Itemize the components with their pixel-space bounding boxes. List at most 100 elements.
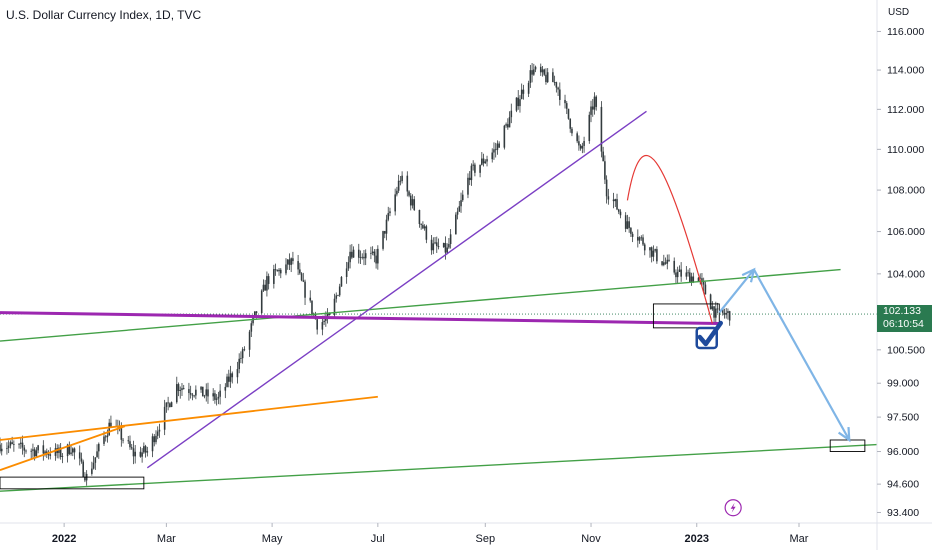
candle-body — [351, 251, 353, 258]
candle-body — [687, 272, 689, 274]
candle-body — [565, 103, 568, 109]
candle-body — [576, 133, 578, 142]
candle-body — [711, 306, 714, 310]
candle-body — [290, 258, 292, 265]
candle-body — [569, 118, 572, 129]
checkmark-icon — [695, 326, 718, 350]
candle-body — [337, 295, 339, 297]
candle-body — [182, 388, 185, 390]
candle-body — [153, 436, 156, 443]
candle-body — [241, 349, 244, 359]
candle-body — [203, 395, 206, 397]
candle-body — [297, 261, 299, 270]
candle-body — [493, 149, 495, 153]
candle-body — [304, 281, 306, 298]
candle-body — [325, 318, 327, 321]
candle-body — [106, 435, 109, 438]
x-tick-label: Nov — [581, 533, 601, 545]
candle-body — [120, 427, 123, 440]
candle-body — [262, 284, 265, 291]
candle-body — [383, 231, 386, 234]
candle-body — [215, 398, 218, 400]
candle-body — [302, 280, 305, 282]
candle-body — [181, 388, 183, 391]
candle-body — [468, 177, 471, 181]
y-tick-label: 96.000 — [887, 446, 919, 458]
candle-body — [481, 158, 483, 165]
candle-body — [449, 234, 452, 245]
candle-body — [19, 442, 22, 444]
candle-body — [399, 180, 402, 182]
candle-body — [357, 249, 360, 258]
drawings-layer[interactable] — [0, 110, 878, 517]
candle-body — [690, 276, 693, 283]
candle-body — [122, 439, 124, 441]
candle-body — [195, 389, 197, 396]
candle-body — [71, 448, 74, 453]
candle-body — [661, 261, 663, 266]
candle-body — [151, 436, 154, 452]
candle-body — [555, 82, 558, 88]
candle-body — [448, 244, 450, 248]
candle-body — [721, 308, 724, 313]
candle-body — [656, 249, 658, 262]
candle-body — [716, 308, 719, 310]
candle-body — [675, 272, 677, 278]
candle-body — [361, 256, 364, 258]
candle-body — [191, 394, 194, 396]
candle-body — [78, 452, 81, 459]
candle-body — [678, 269, 681, 272]
candle-body — [250, 323, 253, 332]
candle-body — [219, 390, 221, 397]
candle-body — [61, 456, 64, 457]
candle-body — [600, 106, 603, 152]
candle-body — [94, 457, 97, 463]
candle-body — [578, 141, 580, 146]
candle-body — [66, 444, 69, 457]
candle-body — [165, 402, 168, 407]
projection-arrow — [718, 268, 755, 314]
candle-body — [630, 227, 632, 234]
candle-body — [104, 436, 107, 438]
candle-body — [498, 143, 500, 148]
candle-body — [243, 349, 246, 351]
y-tick-label: 114.000 — [887, 65, 924, 77]
candle-body — [7, 445, 10, 449]
candle-body — [519, 99, 521, 107]
candle-body — [486, 159, 488, 162]
candle-body — [401, 175, 403, 182]
purple-trendline — [146, 110, 647, 469]
candle-body — [545, 74, 547, 83]
candle-body — [188, 389, 190, 393]
candle-body — [129, 441, 131, 448]
candle-body — [406, 175, 409, 192]
candle-body — [564, 99, 566, 104]
candle-body — [539, 66, 542, 73]
y-tick-label: 100.500 — [887, 344, 925, 356]
x-tick-label: Mar — [790, 533, 809, 545]
candle-body — [723, 312, 726, 315]
x-tick-label: Mar — [157, 533, 176, 545]
candle-body — [422, 224, 424, 229]
candle-body — [260, 290, 263, 314]
candle-body — [640, 237, 643, 239]
green-trendline — [0, 443, 878, 492]
candle-body — [612, 199, 615, 202]
chart-title: U.S. Dollar Currency Index, 1D, TVC — [6, 8, 202, 22]
candle-body — [614, 199, 617, 202]
candle-body — [649, 247, 651, 251]
candle-body — [715, 308, 717, 318]
candle-body — [193, 395, 195, 397]
candle-body — [663, 262, 665, 266]
candle-body — [567, 108, 570, 119]
candle-body — [32, 449, 34, 451]
candle-body — [470, 165, 473, 181]
candle-body — [285, 264, 287, 274]
candle-body — [418, 209, 421, 224]
candle-body — [652, 250, 655, 257]
candle-body — [389, 211, 391, 214]
candle-body — [49, 454, 52, 456]
